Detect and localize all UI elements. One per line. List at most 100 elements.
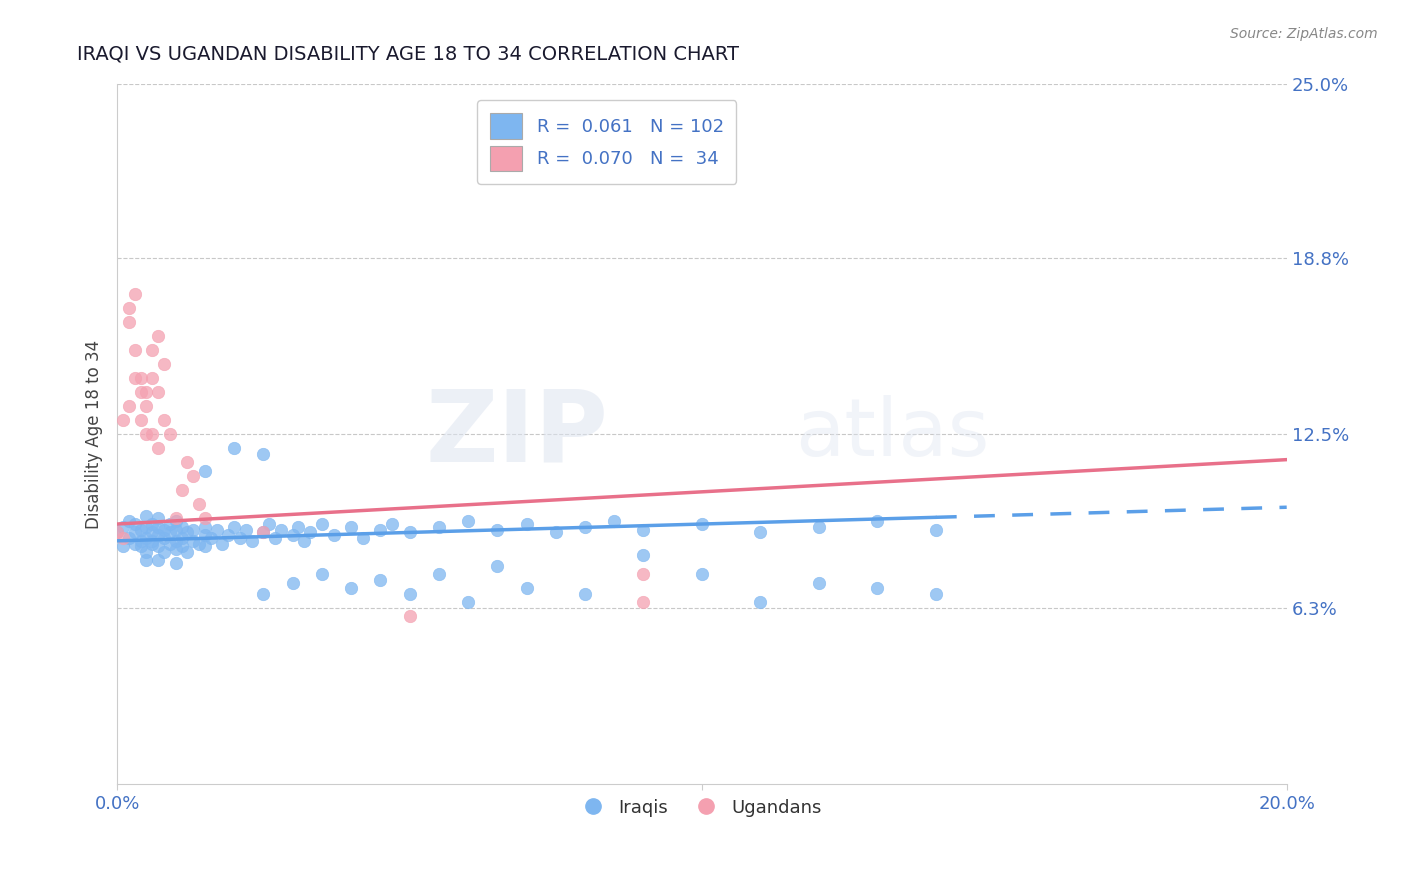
Point bbox=[690, 567, 713, 582]
Point bbox=[146, 520, 169, 534]
Point bbox=[112, 531, 135, 545]
Point bbox=[176, 525, 198, 540]
Point bbox=[311, 567, 333, 582]
Point bbox=[235, 523, 257, 537]
Text: Source: ZipAtlas.com: Source: ZipAtlas.com bbox=[1230, 27, 1378, 41]
Text: ZIP: ZIP bbox=[426, 386, 609, 483]
Point bbox=[866, 514, 889, 528]
Point bbox=[281, 575, 304, 590]
Point bbox=[146, 442, 169, 456]
Point bbox=[427, 567, 450, 582]
Point bbox=[211, 536, 233, 550]
Point bbox=[515, 582, 537, 596]
Point bbox=[544, 525, 567, 540]
Point bbox=[124, 516, 146, 531]
Point bbox=[690, 516, 713, 531]
Point bbox=[112, 520, 135, 534]
Point bbox=[135, 427, 157, 442]
Point bbox=[398, 587, 420, 601]
Point bbox=[141, 525, 163, 540]
Point bbox=[457, 514, 479, 528]
Point bbox=[252, 447, 274, 461]
Point bbox=[146, 511, 169, 525]
Point bbox=[807, 520, 830, 534]
Point bbox=[457, 595, 479, 609]
Point bbox=[515, 516, 537, 531]
Point bbox=[398, 609, 420, 624]
Point bbox=[141, 533, 163, 548]
Point bbox=[217, 528, 239, 542]
Point bbox=[141, 371, 163, 385]
Point bbox=[170, 531, 193, 545]
Point bbox=[194, 540, 217, 554]
Point bbox=[146, 540, 169, 554]
Point bbox=[633, 567, 655, 582]
Point bbox=[257, 516, 280, 531]
Point bbox=[165, 514, 187, 528]
Point bbox=[181, 469, 204, 483]
Point bbox=[129, 371, 152, 385]
Point bbox=[159, 427, 181, 442]
Point bbox=[112, 540, 135, 554]
Point bbox=[181, 533, 204, 548]
Point bbox=[749, 525, 772, 540]
Point bbox=[146, 385, 169, 400]
Point bbox=[146, 553, 169, 567]
Point bbox=[486, 559, 509, 574]
Point bbox=[135, 520, 157, 534]
Point bbox=[153, 545, 176, 559]
Point bbox=[194, 528, 217, 542]
Point bbox=[749, 595, 772, 609]
Point bbox=[124, 525, 146, 540]
Point bbox=[270, 523, 292, 537]
Point bbox=[176, 455, 198, 469]
Point bbox=[124, 287, 146, 301]
Point bbox=[194, 511, 217, 525]
Point bbox=[146, 528, 169, 542]
Point bbox=[603, 514, 626, 528]
Point bbox=[252, 525, 274, 540]
Text: IRAQI VS UGANDAN DISABILITY AGE 18 TO 34 CORRELATION CHART: IRAQI VS UGANDAN DISABILITY AGE 18 TO 34… bbox=[77, 45, 740, 63]
Point bbox=[252, 587, 274, 601]
Point bbox=[486, 523, 509, 537]
Point bbox=[165, 533, 187, 548]
Point bbox=[281, 528, 304, 542]
Point bbox=[170, 520, 193, 534]
Point bbox=[105, 525, 128, 540]
Point bbox=[224, 520, 246, 534]
Point bbox=[124, 371, 146, 385]
Point bbox=[165, 523, 187, 537]
Point bbox=[105, 525, 128, 540]
Point bbox=[135, 553, 157, 567]
Point bbox=[252, 525, 274, 540]
Point bbox=[153, 358, 176, 372]
Text: atlas: atlas bbox=[796, 395, 990, 474]
Point bbox=[170, 483, 193, 498]
Point bbox=[129, 533, 152, 548]
Point bbox=[240, 533, 263, 548]
Point bbox=[159, 525, 181, 540]
Point bbox=[135, 385, 157, 400]
Point bbox=[633, 523, 655, 537]
Point bbox=[153, 531, 176, 545]
Point bbox=[292, 533, 315, 548]
Point bbox=[224, 442, 246, 456]
Point bbox=[194, 464, 217, 478]
Point bbox=[398, 525, 420, 540]
Point bbox=[574, 587, 596, 601]
Point bbox=[299, 525, 322, 540]
Point bbox=[135, 545, 157, 559]
Point bbox=[165, 511, 187, 525]
Point bbox=[925, 523, 948, 537]
Point bbox=[807, 575, 830, 590]
Point bbox=[194, 520, 217, 534]
Point bbox=[574, 520, 596, 534]
Point bbox=[146, 329, 169, 343]
Point bbox=[129, 523, 152, 537]
Point bbox=[135, 508, 157, 523]
Point bbox=[205, 523, 228, 537]
Point bbox=[135, 531, 157, 545]
Point bbox=[340, 582, 363, 596]
Y-axis label: Disability Age 18 to 34: Disability Age 18 to 34 bbox=[86, 340, 103, 529]
Point bbox=[370, 573, 392, 587]
